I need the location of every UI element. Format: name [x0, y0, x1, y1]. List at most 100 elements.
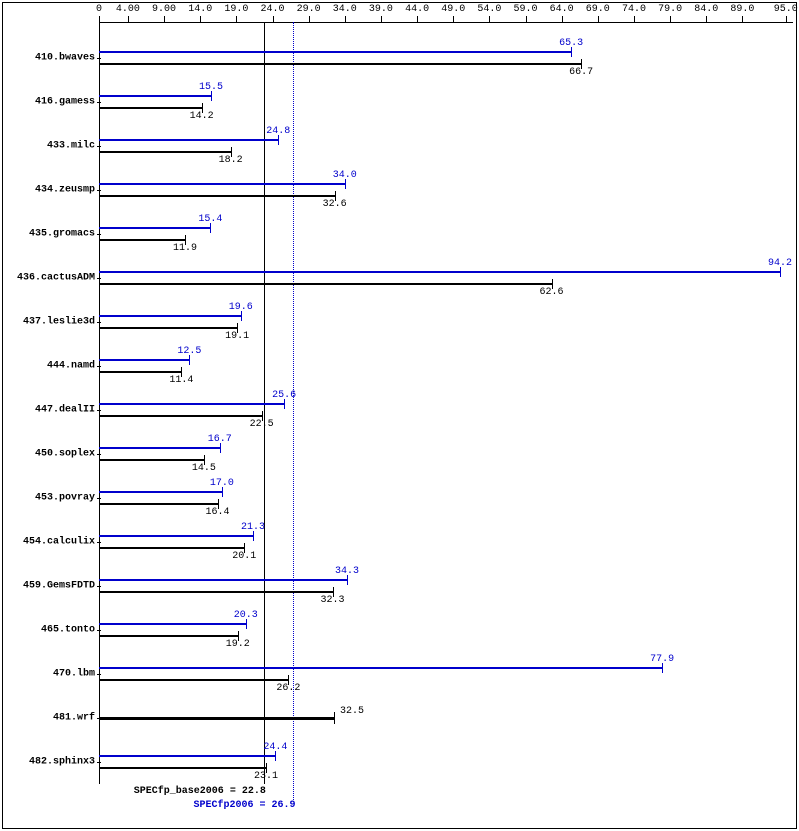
peak-bar [99, 623, 246, 625]
x-axis-tick-label: 79.0 [658, 4, 682, 15]
x-axis-tick [236, 16, 237, 22]
x-axis-tick [164, 16, 165, 22]
base-bar [99, 767, 266, 769]
x-axis-tick [381, 16, 382, 22]
x-axis-tick-label: 59.0 [514, 4, 538, 15]
x-axis-tick [453, 16, 454, 22]
base-bar [99, 415, 262, 417]
x-axis-tick [273, 16, 274, 22]
base-bar [99, 635, 238, 637]
x-axis-tick [670, 16, 671, 22]
x-axis-tick-label: 29.0 [297, 4, 321, 15]
x-axis-tick-label: 24.0 [260, 4, 284, 15]
base-value-label: 16.4 [206, 507, 230, 518]
base-bar [99, 327, 237, 329]
x-axis-tick-label: 69.0 [586, 4, 610, 15]
x-axis-tick-label: 64.0 [550, 4, 574, 15]
peak-value-label: 12.5 [177, 346, 201, 357]
benchmark-label: 434.zeusmp [35, 185, 95, 196]
row-tick [97, 410, 101, 411]
base-bar [99, 107, 202, 109]
x-axis-tick-label: 74.0 [622, 4, 646, 15]
base-value-label: 66.7 [569, 67, 593, 78]
row-tick [97, 586, 101, 587]
base-bar [99, 547, 244, 549]
base-value-label: 19.2 [226, 639, 250, 650]
base-value-label: 62.6 [540, 287, 564, 298]
base-value-label: 26.2 [276, 683, 300, 694]
peak-bar [99, 271, 780, 273]
benchmark-label: 436.cactusADM [17, 273, 95, 284]
base-bar [99, 239, 185, 241]
peak-bar [99, 183, 345, 185]
peak-value-label: 16.7 [208, 434, 232, 445]
base-bar [99, 503, 218, 505]
x-axis-tick-label: 44.0 [405, 4, 429, 15]
base-value-label: 11.9 [173, 243, 197, 254]
peak-value-label: 24.8 [266, 126, 290, 137]
row-tick [97, 630, 101, 631]
benchmark-label: 454.calculix [23, 537, 95, 548]
base-bar [99, 459, 204, 461]
row-tick [97, 234, 101, 235]
x-axis-tick [128, 16, 129, 22]
x-axis-tick-label: 19.0 [224, 4, 248, 15]
benchmark-label: 444.namd [47, 361, 95, 372]
peak-bar [99, 139, 278, 141]
x-axis-tick [706, 16, 707, 22]
x-axis-tick-label: 49.0 [441, 4, 465, 15]
x-axis-tick [417, 16, 418, 22]
base-value-label: 14.5 [192, 463, 216, 474]
base-bar [99, 371, 181, 373]
row-tick [97, 190, 101, 191]
base-value-label: 23.1 [254, 771, 278, 782]
base-whisker [334, 712, 335, 724]
base-value-label: 32.6 [323, 199, 347, 210]
benchmark-label: 459.GemsFDTD [23, 581, 95, 592]
peak-bar [99, 51, 571, 53]
benchmark-label: 450.soplex [35, 449, 95, 460]
row-tick [97, 542, 101, 543]
x-axis-tick-label: 89.0 [730, 4, 754, 15]
peak-value-label: 24.4 [263, 742, 287, 753]
peak-bar [99, 95, 211, 97]
benchmark-label: 482.sphinx3 [29, 757, 95, 768]
peak-summary-label: SPECfp2006 = 26.9 [193, 800, 295, 811]
base-bar [99, 591, 333, 593]
row-tick [97, 762, 101, 763]
x-axis-tick-label: 39.0 [369, 4, 393, 15]
benchmark-label: 410.bwaves [35, 53, 95, 64]
x-axis-tick [345, 16, 346, 22]
peak-bar [99, 491, 222, 493]
benchmark-label: 433.milc [47, 141, 95, 152]
x-axis-tick [786, 16, 787, 22]
x-axis-tick [598, 16, 599, 22]
base-bar [99, 679, 288, 681]
peak-value-label: 25.6 [272, 390, 296, 401]
benchmark-label: 470.lbm [53, 669, 95, 680]
x-axis-tick [489, 16, 490, 22]
benchmark-label: 447.dealII [35, 405, 95, 416]
x-axis-tick [742, 16, 743, 22]
spec-benchmark-chart: 04.009.0014.019.024.029.034.039.044.049.… [0, 0, 799, 831]
peak-bar [99, 315, 241, 317]
x-axis-tick-label: 9.00 [152, 4, 176, 15]
row-tick [97, 322, 101, 323]
base-bar [99, 63, 581, 65]
peak-bar [99, 535, 253, 537]
peak-value-label: 94.2 [768, 258, 792, 269]
benchmark-label: 453.povray [35, 493, 95, 504]
x-axis-tick [526, 16, 527, 22]
base-value-label: 32.5 [340, 706, 364, 717]
peak-value-label: 65.3 [559, 38, 583, 49]
peak-bar [99, 755, 275, 757]
peak-value-label: 17.0 [210, 478, 234, 489]
row-tick [97, 278, 101, 279]
row-tick [97, 146, 101, 147]
base-value-label: 11.4 [169, 375, 193, 386]
base-value-label: 18.2 [219, 155, 243, 166]
peak-value-label: 21.3 [241, 522, 265, 533]
base-value-label: 14.2 [190, 111, 214, 122]
row-tick [97, 498, 101, 499]
peak-value-label: 34.0 [333, 170, 357, 181]
